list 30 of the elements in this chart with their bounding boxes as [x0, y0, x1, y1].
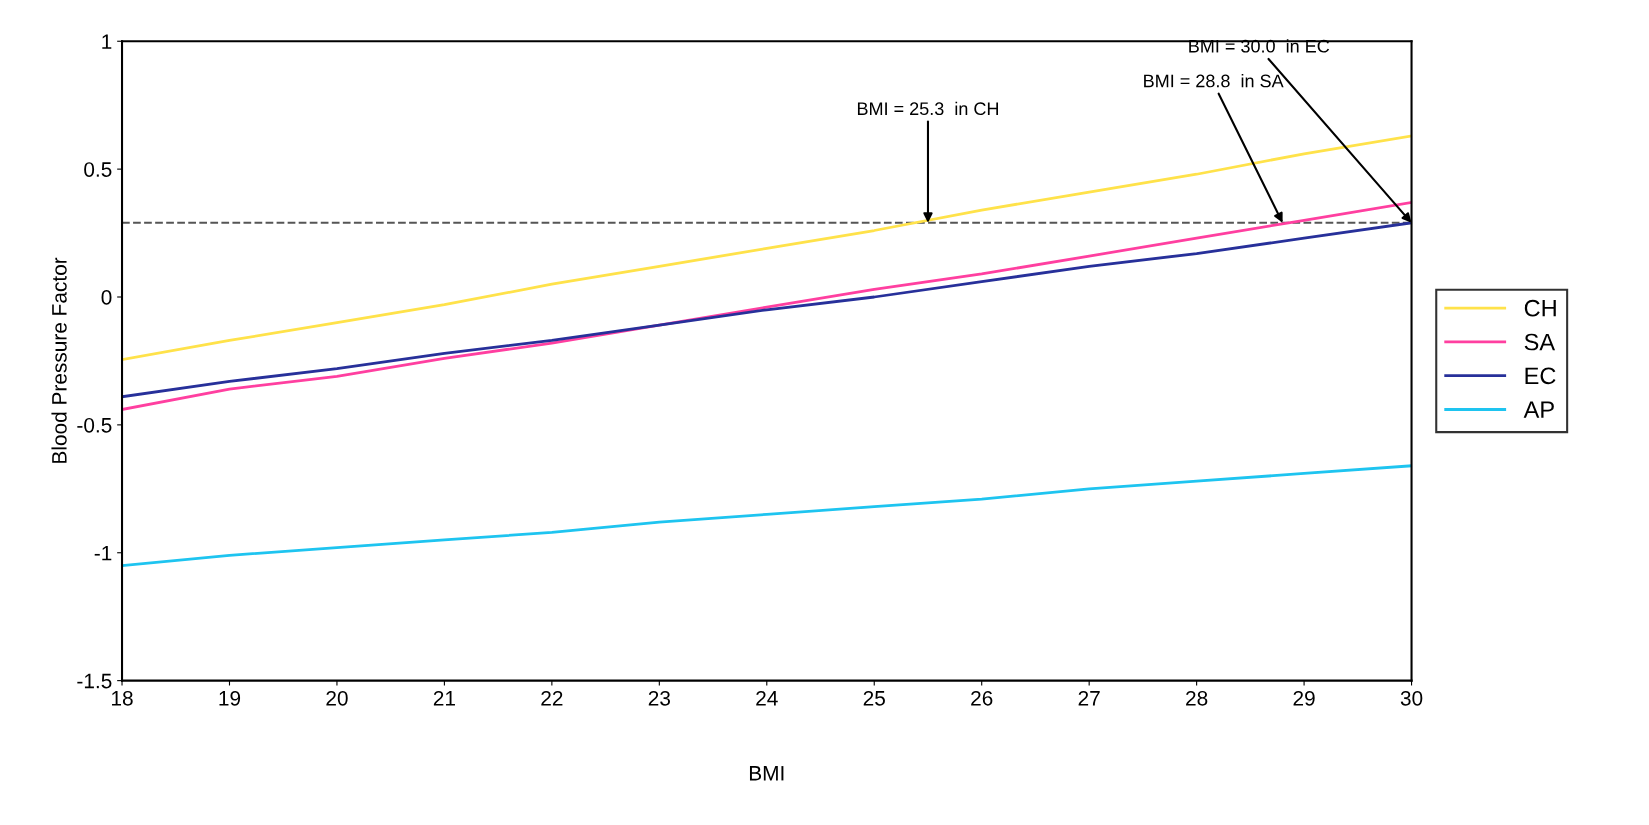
y-axis-title: Blood Pressure Factor	[51, 257, 67, 463]
x-tick-label: 24	[756, 690, 778, 706]
y-tick-label: 0	[101, 290, 112, 305]
x-tick-label: 20	[326, 690, 348, 706]
line-series	[122, 464, 1412, 567]
legend-label: SA	[1524, 333, 1556, 351]
y-tick-label: -1.5	[77, 673, 112, 689]
y-tick-label: -0.5	[77, 417, 112, 433]
y-tick-label: 1	[102, 34, 112, 49]
line-series	[122, 200, 1412, 411]
line-series	[122, 134, 1412, 362]
x-tick-label: 25	[863, 690, 885, 706]
x-tick-label: 26	[971, 690, 993, 706]
annotation: BMI = 25.3 in CH	[857, 101, 998, 116]
x-tick-label: 18	[112, 690, 133, 706]
annotation: BMI = 28.8 in SA	[1144, 74, 1284, 88]
x-tick-label: 22	[541, 690, 563, 706]
x-tick-label: 28	[1186, 690, 1208, 706]
y-tick-label: -1	[94, 545, 112, 561]
x-tick-label: 23	[648, 690, 670, 706]
legend-label: AP	[1523, 401, 1554, 418]
legend-label: EC	[1525, 367, 1556, 385]
x-tick-label: 29	[1293, 690, 1315, 706]
legend-label: CH	[1524, 299, 1556, 317]
y-tick-label: 0.5	[84, 162, 112, 177]
x-tick-label: 30	[1400, 690, 1423, 706]
x-tick-label: 21	[433, 690, 455, 706]
x-tick-label: 27	[1078, 690, 1100, 706]
x-tick-label: 19	[219, 690, 241, 706]
x-axis-title: BMI	[749, 766, 784, 781]
